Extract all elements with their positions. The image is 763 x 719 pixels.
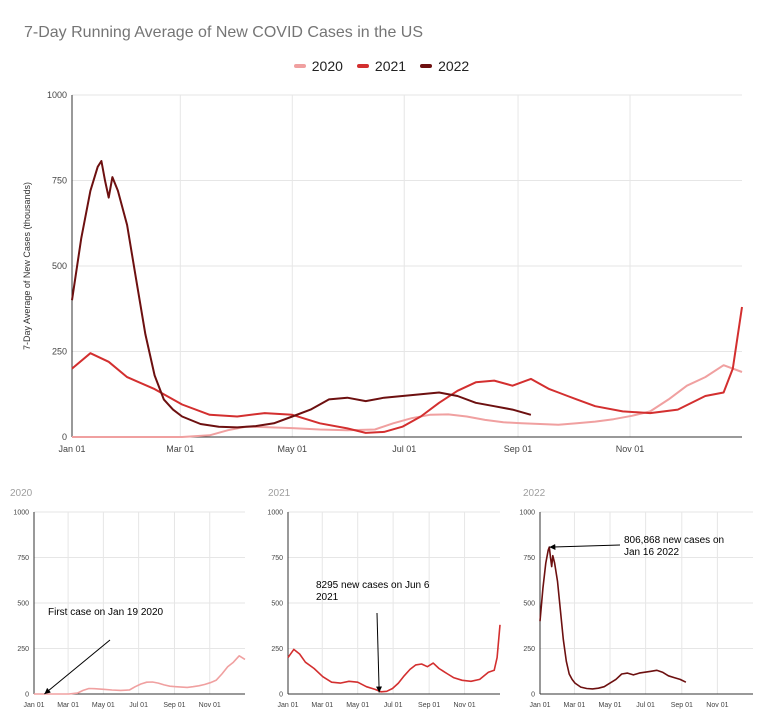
series-line-2021 (71, 306, 743, 434)
panel-label-2020: 2020 (10, 488, 33, 499)
x-tick-label: Sep 01 (671, 702, 693, 709)
annotation-text: First case on Jan 19 2020 (48, 607, 164, 618)
annotation-line: 8295 new cases on Jun 6 (316, 580, 430, 591)
series-line-2020 (72, 364, 743, 438)
y-tick-label: 0 (25, 691, 29, 698)
annotation-line: First case on Jan 19 2020 (48, 607, 164, 618)
y-tick-label: 1000 (519, 509, 535, 516)
x-tick-label: May 01 (278, 444, 308, 454)
x-tick-label: May 01 (599, 702, 622, 709)
x-tick-label: Jul 01 (129, 702, 148, 709)
y-tick-label: 0 (62, 432, 67, 442)
annotation-arrow (44, 639, 111, 695)
legend-label-2020: 2020 (311, 58, 343, 74)
legend-item-2021: 2021 (356, 58, 407, 74)
y-tick-label: 500 (271, 600, 283, 607)
x-tick-label: Jul 01 (392, 444, 416, 454)
x-tick-label: Jul 01 (384, 702, 403, 709)
legend-label-2021: 2021 (374, 58, 407, 74)
x-tick-label: Sep 01 (163, 702, 185, 709)
panel-chart-2020: 0 250 500 750 1000 Jan 01 Mar 01 May 01 Jul 01 Se… (13, 509, 246, 709)
x-tick-label: Mar 01 (564, 702, 586, 709)
y-tick-label: 750 (52, 176, 67, 186)
legend-label-2022: 2022 (438, 58, 470, 74)
panel-label-2021: 2021 (268, 488, 291, 499)
annotation-line: Jan 16 2022 (624, 547, 679, 558)
x-tick-label: Nov 01 (616, 444, 645, 454)
annotation-text: 8295 new cases on Jun 6 2021 (316, 580, 430, 603)
x-tick-label: Sep 01 (504, 444, 533, 454)
annotation-text: 806,868 new cases on Jan 16 2022 (624, 535, 724, 558)
panel-chart-2021: 0 250 500 750 1000 Jan 01 Mar 01 May 01 Jul 01 Se… (267, 509, 501, 709)
legend: 2020 2021 2022 (0, 58, 763, 74)
x-tick-label: Mar 01 (311, 702, 333, 709)
y-tick-label: 1000 (267, 509, 283, 516)
annotation-line: 806,868 new cases on (624, 535, 724, 546)
x-tick-label: Jan 01 (277, 702, 298, 709)
panel-label-2022: 2022 (523, 488, 546, 499)
annotation-arrow (376, 612, 383, 693)
x-tick-label: May 01 (92, 702, 115, 709)
series-line-2022 (71, 160, 532, 429)
series-line-2020 (34, 655, 246, 695)
y-tick-label: 250 (271, 646, 283, 653)
y-tick-label: 250 (17, 646, 29, 653)
x-tick-label: May 01 (346, 702, 369, 709)
y-tick-label: 750 (271, 555, 283, 562)
y-tick-label: 0 (279, 691, 283, 698)
x-tick-label: Nov 01 (453, 702, 475, 709)
x-tick-label: Jan 01 (58, 444, 85, 454)
legend-item-2020: 2020 (293, 58, 343, 74)
legend-swatch-2021 (356, 64, 369, 68)
y-tick-label: 1000 (13, 509, 29, 516)
annotation-line: 2021 (316, 592, 339, 603)
y-tick-label: 750 (17, 555, 29, 562)
y-tick-label: 750 (523, 555, 535, 562)
series-line-2022 (539, 546, 687, 690)
legend-item-2022: 2022 (420, 58, 469, 74)
x-tick-label: Nov 01 (706, 702, 728, 709)
x-tick-label: Mar 01 (166, 444, 194, 454)
x-tick-label: Nov 01 (199, 702, 221, 709)
y-tick-label: 1000 (47, 90, 67, 100)
y-tick-label: 250 (523, 646, 535, 653)
x-tick-label: Jan 01 (23, 702, 44, 709)
legend-swatch-2022 (420, 64, 433, 68)
x-tick-label: Jan 01 (529, 702, 550, 709)
panel-chart-2022: 0 250 500 750 1000 Jan 01 Mar 01 May 01 Jul 01 Se… (519, 509, 753, 709)
y-tick-label: 0 (531, 691, 535, 698)
chart-title: 7-Day Running Average of New COVID Cases… (24, 24, 424, 41)
series-line-2021 (287, 624, 501, 693)
y-tick-label: 500 (52, 261, 67, 271)
x-tick-label: Sep 01 (418, 702, 440, 709)
x-tick-label: Jul 01 (636, 702, 655, 709)
x-tick-label: Mar 01 (57, 702, 79, 709)
y-tick-label: 500 (17, 600, 29, 607)
y-axis-label: 7-Day Average of New Cases (thousands) (22, 182, 32, 350)
legend-swatch-2020 (293, 64, 306, 68)
y-tick-label: 500 (523, 600, 535, 607)
annotation-arrow (549, 543, 621, 550)
y-tick-label: 250 (52, 347, 67, 357)
main-chart: 0 250 500 750 1000 Jan 01 Mar 01 May 01 Jul 01 Se… (22, 90, 743, 454)
